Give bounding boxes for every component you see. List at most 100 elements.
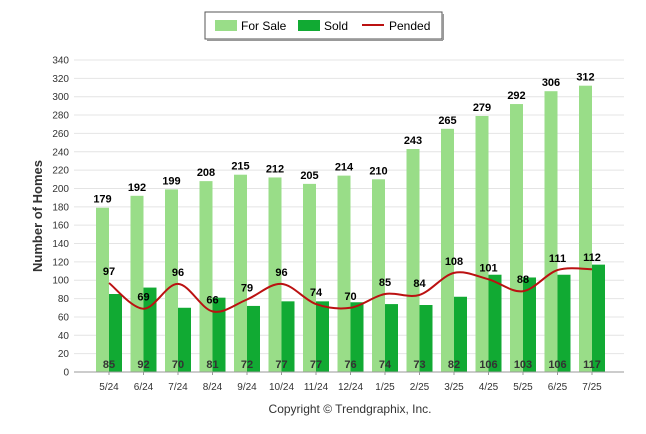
sold-data-label: 117 (583, 359, 601, 371)
sold-data-label: 106 (479, 359, 497, 371)
y-tick-label: 80 (58, 294, 70, 305)
pended-data-label: 74 (310, 287, 323, 299)
x-tick-label: 11/24 (304, 382, 329, 393)
y-tick-label: 140 (52, 239, 69, 250)
sold-bar (350, 302, 364, 372)
legend-label-for-sale: For Sale (241, 19, 287, 33)
pended-data-label: 112 (583, 252, 601, 264)
x-tick-label: 7/25 (582, 382, 602, 393)
x-tick-label: 6/25 (548, 382, 568, 393)
y-tick-label: 280 (52, 111, 69, 122)
for-sale-data-label: 192 (128, 182, 146, 194)
x-tick-label: 7/24 (168, 382, 188, 393)
for-sale-data-label: 243 (404, 135, 422, 147)
x-tick-label: 10/24 (269, 382, 294, 393)
sold-data-label: 92 (137, 359, 149, 371)
sold-bar (557, 274, 571, 372)
y-tick-label: 200 (52, 184, 69, 195)
for-sale-data-label: 215 (231, 161, 249, 173)
legend-swatch-sold (298, 20, 320, 31)
y-tick-label: 320 (52, 74, 69, 85)
pended-line (108, 267, 593, 313)
sold-bar (488, 274, 502, 372)
x-tick-label: 9/24 (237, 382, 257, 393)
for-sale-data-label: 265 (438, 115, 456, 127)
pended-line-layer (108, 267, 593, 313)
sold-bar (178, 307, 191, 372)
sold-bar (281, 301, 295, 372)
x-tick-label: 4/25 (479, 382, 499, 393)
x-tick-label: 1/25 (375, 382, 395, 393)
for-sale-bar (165, 189, 178, 372)
for-sale-data-label: 210 (369, 165, 387, 177)
y-tick-label: 260 (52, 129, 69, 140)
for-sale-bar (303, 183, 316, 372)
for-sale-bar (130, 195, 144, 372)
pended-data-label: 96 (275, 267, 287, 279)
pended-data-label: 70 (344, 291, 356, 303)
x-tick-label: 5/25 (513, 382, 533, 393)
y-tick-label: 180 (52, 202, 69, 213)
for-sale-data-label: 179 (93, 194, 111, 206)
for-sale-data-label: 292 (507, 90, 525, 102)
sold-bar (523, 277, 536, 372)
for-sale-data-label: 212 (266, 163, 284, 175)
sold-data-label: 77 (275, 359, 287, 371)
data-labels: 179 85 192 92 199 70 208 81 215 72 212 77 205 77 214 76… (93, 72, 601, 371)
sold-bar (316, 301, 329, 372)
pended-data-label: 84 (413, 278, 426, 290)
for-sale-bar (544, 91, 558, 372)
for-sale-bar (579, 85, 592, 372)
x-tick-label: 5/24 (99, 382, 119, 393)
sold-data-label: 82 (448, 359, 460, 371)
for-sale-bar (268, 177, 282, 372)
pended-data-label: 88 (517, 274, 529, 286)
for-sale-bar (337, 175, 351, 372)
for-sale-bar (234, 174, 247, 372)
y-tick-label: 220 (52, 166, 69, 177)
pended-data-label: 111 (549, 253, 566, 265)
sold-bar (109, 294, 122, 372)
legend-box (204, 11, 443, 40)
y-tick-label: 20 (58, 349, 70, 360)
y-tick-label: 300 (52, 92, 69, 103)
legend: For Sale Sold Pended (204, 11, 444, 41)
for-sale-data-label: 205 (300, 170, 318, 182)
legend-label-pended: Pended (389, 19, 430, 33)
pended-data-label: 97 (103, 266, 115, 278)
for-sale-data-label: 199 (162, 175, 180, 187)
for-sale-bar (96, 207, 109, 372)
y-axis-title: Number of Homes (30, 160, 45, 272)
for-sale-bar (199, 181, 213, 372)
sold-bar (454, 296, 467, 372)
pended-data-label: 85 (379, 277, 391, 289)
sold-data-label: 106 (548, 359, 566, 371)
y-tick-label: 340 (52, 56, 69, 67)
x-tick-label: 6/24 (134, 382, 154, 393)
y-tick-label: 40 (58, 331, 70, 342)
sold-data-label: 81 (206, 359, 218, 371)
copyright-text: Copyright © Trendgraphix, Inc. (269, 402, 432, 416)
sold-data-label: 77 (310, 359, 322, 371)
legend-swatch-for-sale (215, 20, 237, 31)
y-tick-label: 100 (52, 276, 69, 287)
pended-data-label: 66 (206, 294, 218, 306)
pended-data-label: 69 (137, 292, 149, 304)
for-sale-data-label: 312 (576, 72, 594, 84)
y-tick-label: 0 (63, 368, 69, 379)
sold-data-label: 85 (103, 359, 115, 371)
x-tick-label: 2/25 (410, 382, 430, 393)
sold-data-label: 76 (344, 359, 356, 371)
for-sale-bar (406, 149, 420, 372)
for-sale-data-label: 279 (473, 102, 491, 114)
sold-bar (212, 297, 226, 372)
for-sale-data-label: 208 (197, 167, 215, 179)
pended-data-label: 96 (172, 267, 184, 279)
y-tick-label: 240 (52, 147, 69, 158)
y-tick-label: 160 (52, 221, 69, 232)
sold-data-label: 70 (172, 359, 184, 371)
legend-label-sold: Sold (324, 19, 348, 33)
pended-data-label: 101 (479, 262, 497, 274)
x-tick-label: 8/24 (203, 382, 223, 393)
